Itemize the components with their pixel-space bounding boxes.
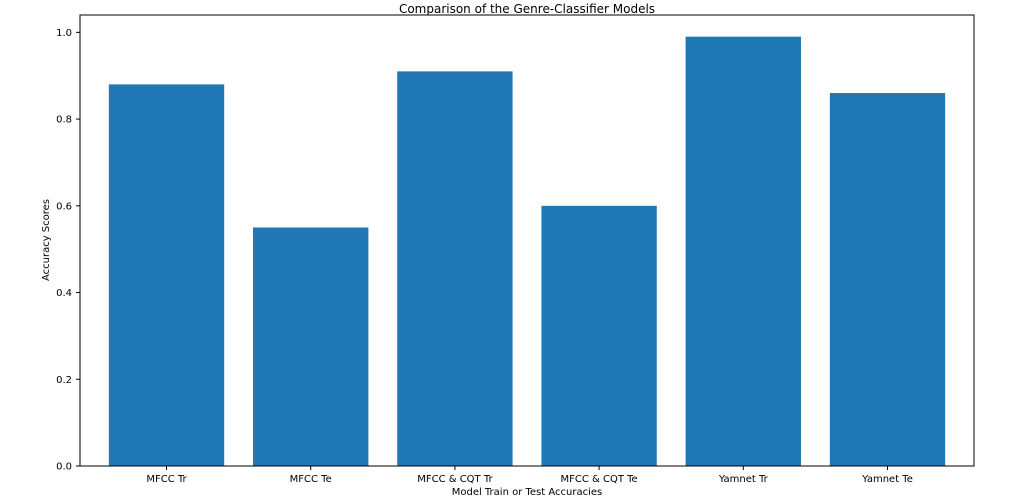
bar-mfcc-and-cqt-tr [397, 71, 513, 466]
y-tick-label: 1.0 [56, 28, 72, 39]
chart-title: Comparison of the Genre-Classifier Model… [399, 2, 655, 16]
bar-mfcc-tr [108, 84, 225, 466]
y-axis: 0.0 0.2 0.4 0.6 0.8 1.0 [56, 28, 80, 473]
x-tick-label: Yamnet Te [861, 474, 913, 485]
plot-area-frame [79, 14, 975, 467]
x-tick-label: Yamnet Tr [718, 474, 769, 485]
y-tick-label: 0.4 [56, 288, 72, 299]
bars-group [108, 36, 946, 467]
bar-yamnet-tr [685, 36, 801, 467]
y-tick-label: 0.6 [56, 201, 72, 212]
x-axis: MFCC Tr MFCC Te MFCC & CQT Tr MFCC & CQT Te… [146, 466, 913, 485]
bar-mfcc-te [253, 227, 369, 466]
y-tick-label: 0.0 [56, 462, 72, 473]
y-axis-label: Accuracy Scores [41, 199, 52, 281]
y-tick-label: 0.8 [56, 115, 72, 126]
bar-yamnet-te [829, 93, 946, 467]
y-tick-label: 0.2 [56, 375, 72, 386]
x-tick-label: MFCC & CQT Te [560, 474, 637, 485]
x-tick-label: MFCC Te [290, 474, 332, 485]
x-tick-label: MFCC Tr [146, 474, 187, 485]
bar-mfcc-and-cqt-te [541, 205, 657, 467]
x-axis-label: Model Train or Test Accuracies [452, 487, 603, 498]
x-tick-label: MFCC & CQT Tr [417, 474, 493, 485]
